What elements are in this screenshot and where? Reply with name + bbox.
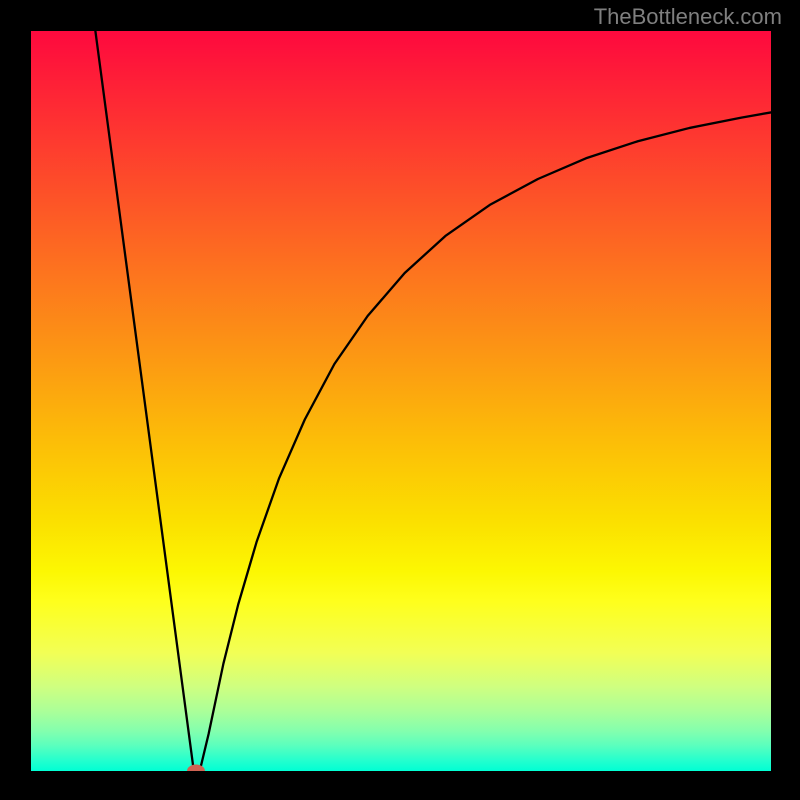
chart-container: TheBottleneck.com: [0, 0, 800, 800]
optimum-marker: [187, 765, 205, 772]
attribution-text: TheBottleneck.com: [594, 4, 782, 30]
bottleneck-curve: [95, 31, 771, 771]
curve-layer: [31, 31, 771, 771]
plot-area: [31, 31, 771, 771]
